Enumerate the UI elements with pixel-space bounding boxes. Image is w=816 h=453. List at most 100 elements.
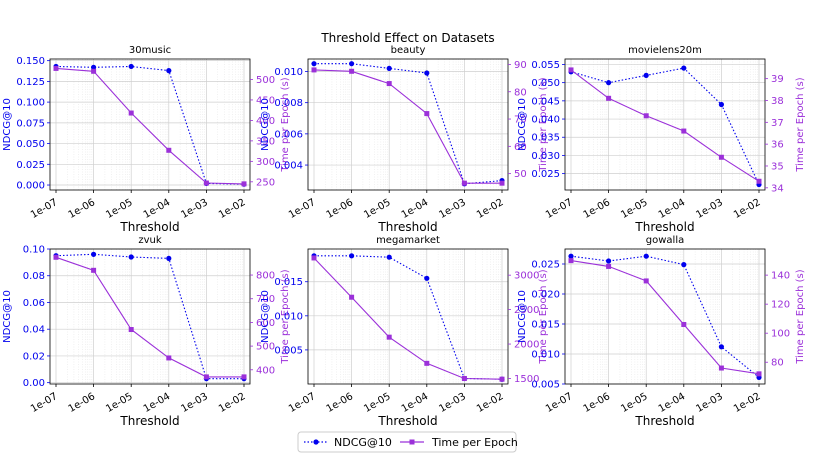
panels: 30music 0.000 0.025 0.050 0.075 0.100 0.125 0.1… (2, 45, 806, 428)
y2-tick-label: 140 (771, 271, 790, 282)
time-point (386, 334, 392, 340)
y-axis-label: NDCG@10 (2, 98, 13, 151)
panel-title: zvuk (138, 235, 162, 246)
ndcg-series-line (55, 253, 244, 380)
time-point (499, 376, 505, 382)
legend: NDCG@10 Time per Epoch (297, 431, 518, 453)
x-tick-label: 1e-07 (544, 197, 574, 221)
x-tick-label: 1e-05 (619, 197, 649, 221)
y2-tick-label: 37 (771, 118, 784, 129)
x-axis-label: Threshold (377, 220, 437, 234)
ndcg-point (681, 262, 687, 268)
x-axis-label: Threshold (634, 414, 694, 428)
y-axis-label: NDCG@10 (517, 98, 528, 151)
y2-tick-label: 450 (256, 95, 275, 106)
ndcg-point (424, 275, 430, 281)
x-tick-label: 1e-03 (179, 391, 209, 415)
ndcg-point (718, 344, 725, 350)
y-tick-label: 0.015 (274, 277, 303, 288)
y-tick-label: 0.06 (23, 298, 45, 309)
time-point (718, 365, 724, 371)
time-series-line (55, 256, 244, 378)
y-tick-label: 0.050 (531, 78, 560, 89)
y2-tick-label: 38 (771, 96, 784, 107)
time-point (386, 81, 392, 87)
y-tick-label: 0.02 (23, 351, 45, 362)
y-tick-label: 0.000 (16, 181, 45, 192)
time-point (241, 181, 247, 187)
x-tick-label: 1e-06 (325, 197, 355, 221)
y-tick-label: 0.150 (16, 56, 45, 67)
y-tick-label: 0.030 (531, 151, 560, 162)
time-point (681, 321, 687, 327)
plot-frame (564, 58, 766, 191)
y2-axis-label: Time per Epoch (s) (538, 77, 549, 172)
x-tick-label: 1e-07 (544, 391, 574, 415)
y2-tick-label: 3000 (514, 271, 539, 282)
legend-time-label: Time per Epoch (431, 436, 518, 449)
ndcg-point (643, 253, 649, 259)
x-tick-label: 1e-02 (217, 197, 247, 221)
time-point (349, 68, 355, 74)
ndcg-point (349, 253, 355, 259)
time-point (128, 327, 134, 333)
y-tick-label: 0.10 (23, 245, 45, 256)
figure-title: Threshold Effect on Datasets (320, 31, 494, 45)
time-point (424, 111, 430, 117)
time-series-line (55, 67, 245, 185)
y-tick-label: 0.035 (531, 133, 560, 144)
time-point (499, 180, 505, 186)
ndcg-point (643, 72, 649, 78)
x-tick-label: 1e-03 (694, 197, 724, 221)
time-point (241, 374, 247, 380)
y2-tick-label: 70 (514, 115, 527, 126)
time-point (91, 68, 97, 74)
x-tick-label: 1e-04 (400, 391, 430, 415)
x-tick-label: 1e-03 (437, 197, 467, 221)
y2-tick-label: 36 (771, 140, 784, 151)
ndcg-point (349, 61, 355, 67)
ndcg-point (91, 251, 97, 257)
panel-movielens20m: movielens20m 0.025 0.030 0.035 0.040 0.045 0.0… (517, 45, 806, 234)
y2-tick-label: 400 (256, 116, 275, 127)
time-point (568, 258, 574, 264)
ndcg-series-line (314, 255, 503, 380)
y2-axis-label: Time per Epoch (s) (795, 77, 806, 172)
plot-frame (307, 58, 509, 191)
x-tick-label: 1e-03 (437, 391, 467, 415)
time-point (461, 375, 467, 381)
ndcg-series-line (570, 255, 760, 378)
x-tick-label: 1e-04 (142, 197, 172, 221)
y-tick-label: 0.025 (16, 160, 45, 171)
x-axis-label: Threshold (119, 414, 179, 428)
time-point (311, 67, 317, 73)
y2-tick-label: 2000 (514, 340, 539, 351)
x-tick-label: 1e-06 (67, 197, 97, 221)
time-point (424, 360, 430, 366)
time-point (203, 180, 209, 186)
x-tick-label: 1e-05 (362, 391, 392, 415)
y2-tick-label: 500 (256, 75, 275, 86)
time-point (166, 355, 172, 361)
legend-time-marker (409, 439, 415, 445)
panel-title: movielens20m (628, 45, 702, 56)
y-tick-label: 0.00 (23, 378, 45, 389)
ndcg-point (568, 253, 574, 259)
time-point (756, 371, 762, 377)
ndcg-point (606, 258, 612, 264)
x-tick-label: 1e-05 (104, 197, 134, 221)
y-tick-label: 0.010 (531, 350, 560, 361)
x-tick-label: 1e-02 (732, 391, 762, 415)
ndcg-series-line (55, 65, 245, 185)
y2-axis-label: Time per Epoch (s) (538, 269, 549, 364)
ndcg-point (718, 101, 725, 108)
time-point (311, 255, 317, 261)
x-tick-label: 1e-07 (29, 391, 59, 415)
y-tick-label: 0.075 (16, 118, 45, 129)
x-tick-label: 1e-04 (657, 197, 687, 221)
y-axis-label: NDCG@10 (517, 290, 528, 343)
x-tick-label: 1e-04 (657, 391, 687, 415)
x-tick-label: 1e-05 (104, 391, 134, 415)
time-point (128, 110, 134, 116)
